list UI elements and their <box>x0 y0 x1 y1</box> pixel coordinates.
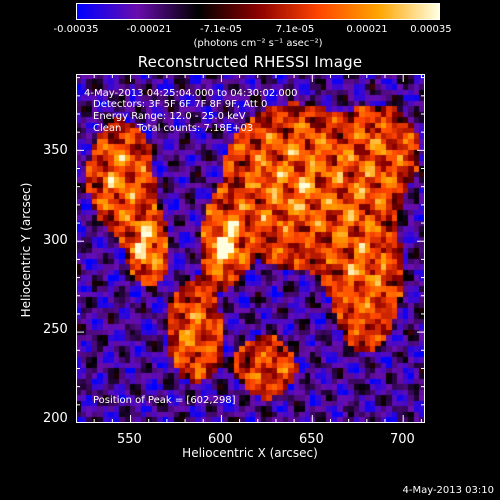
x-tick-label-550: 550 <box>117 432 142 447</box>
plot-frame <box>76 74 425 423</box>
colorbar-tick-label-1: -0.00021 <box>126 24 172 35</box>
peak-position-label: Position of Peak = [602,298] <box>93 395 236 406</box>
energy-range-label: Energy Range: 12.0 - 25.0 keV <box>93 111 246 122</box>
colorbar-tick-label-5: 0.00035 <box>410 24 452 35</box>
y-tick-label-250: 250 <box>43 322 68 337</box>
heatmap-image <box>76 74 425 423</box>
x-tick-label-700: 700 <box>390 432 415 447</box>
time-range-label: 4-May-2013 04:25:04.000 to 04:30:02.000 <box>84 88 298 99</box>
method-label: Clean <box>93 123 122 134</box>
colorbar-tick-label-0: -0.00035 <box>53 24 99 35</box>
x-tick-label-600: 600 <box>208 432 233 447</box>
y-tick-label-200: 200 <box>43 411 68 426</box>
colorbar-tick-label-4: 0.00021 <box>346 24 388 35</box>
detectors-label: Detectors: 3F 5F 6F 7F 8F 9F, Att 0 <box>93 99 268 110</box>
colorbar <box>76 3 440 20</box>
y-axis-label: Heliocentric Y (arcsec) <box>19 182 33 318</box>
chart-title: Reconstructed RHESSI Image <box>137 53 363 71</box>
colorbar-tick-label-2: -7.1e-05 <box>200 24 242 35</box>
image-plot: 4-May-2013 04:25:04.000 to 04:30:02.000 … <box>76 74 425 423</box>
colorbar-unit-label: (photons cm⁻² s⁻¹ asec⁻²) <box>193 38 323 49</box>
y-tick-label-350: 350 <box>43 143 68 158</box>
y-tick-label-300: 300 <box>43 233 68 248</box>
x-tick-label-650: 650 <box>299 432 324 447</box>
colorbar-tick-label-3: 7.1e-05 <box>275 24 315 35</box>
total-counts-label: Total counts: 7.18E+03 <box>137 123 254 134</box>
render-timestamp: 4-May-2013 03:10 <box>402 485 494 496</box>
x-axis-label: Heliocentric X (arcsec) <box>182 446 318 460</box>
plot-border <box>76 74 425 423</box>
